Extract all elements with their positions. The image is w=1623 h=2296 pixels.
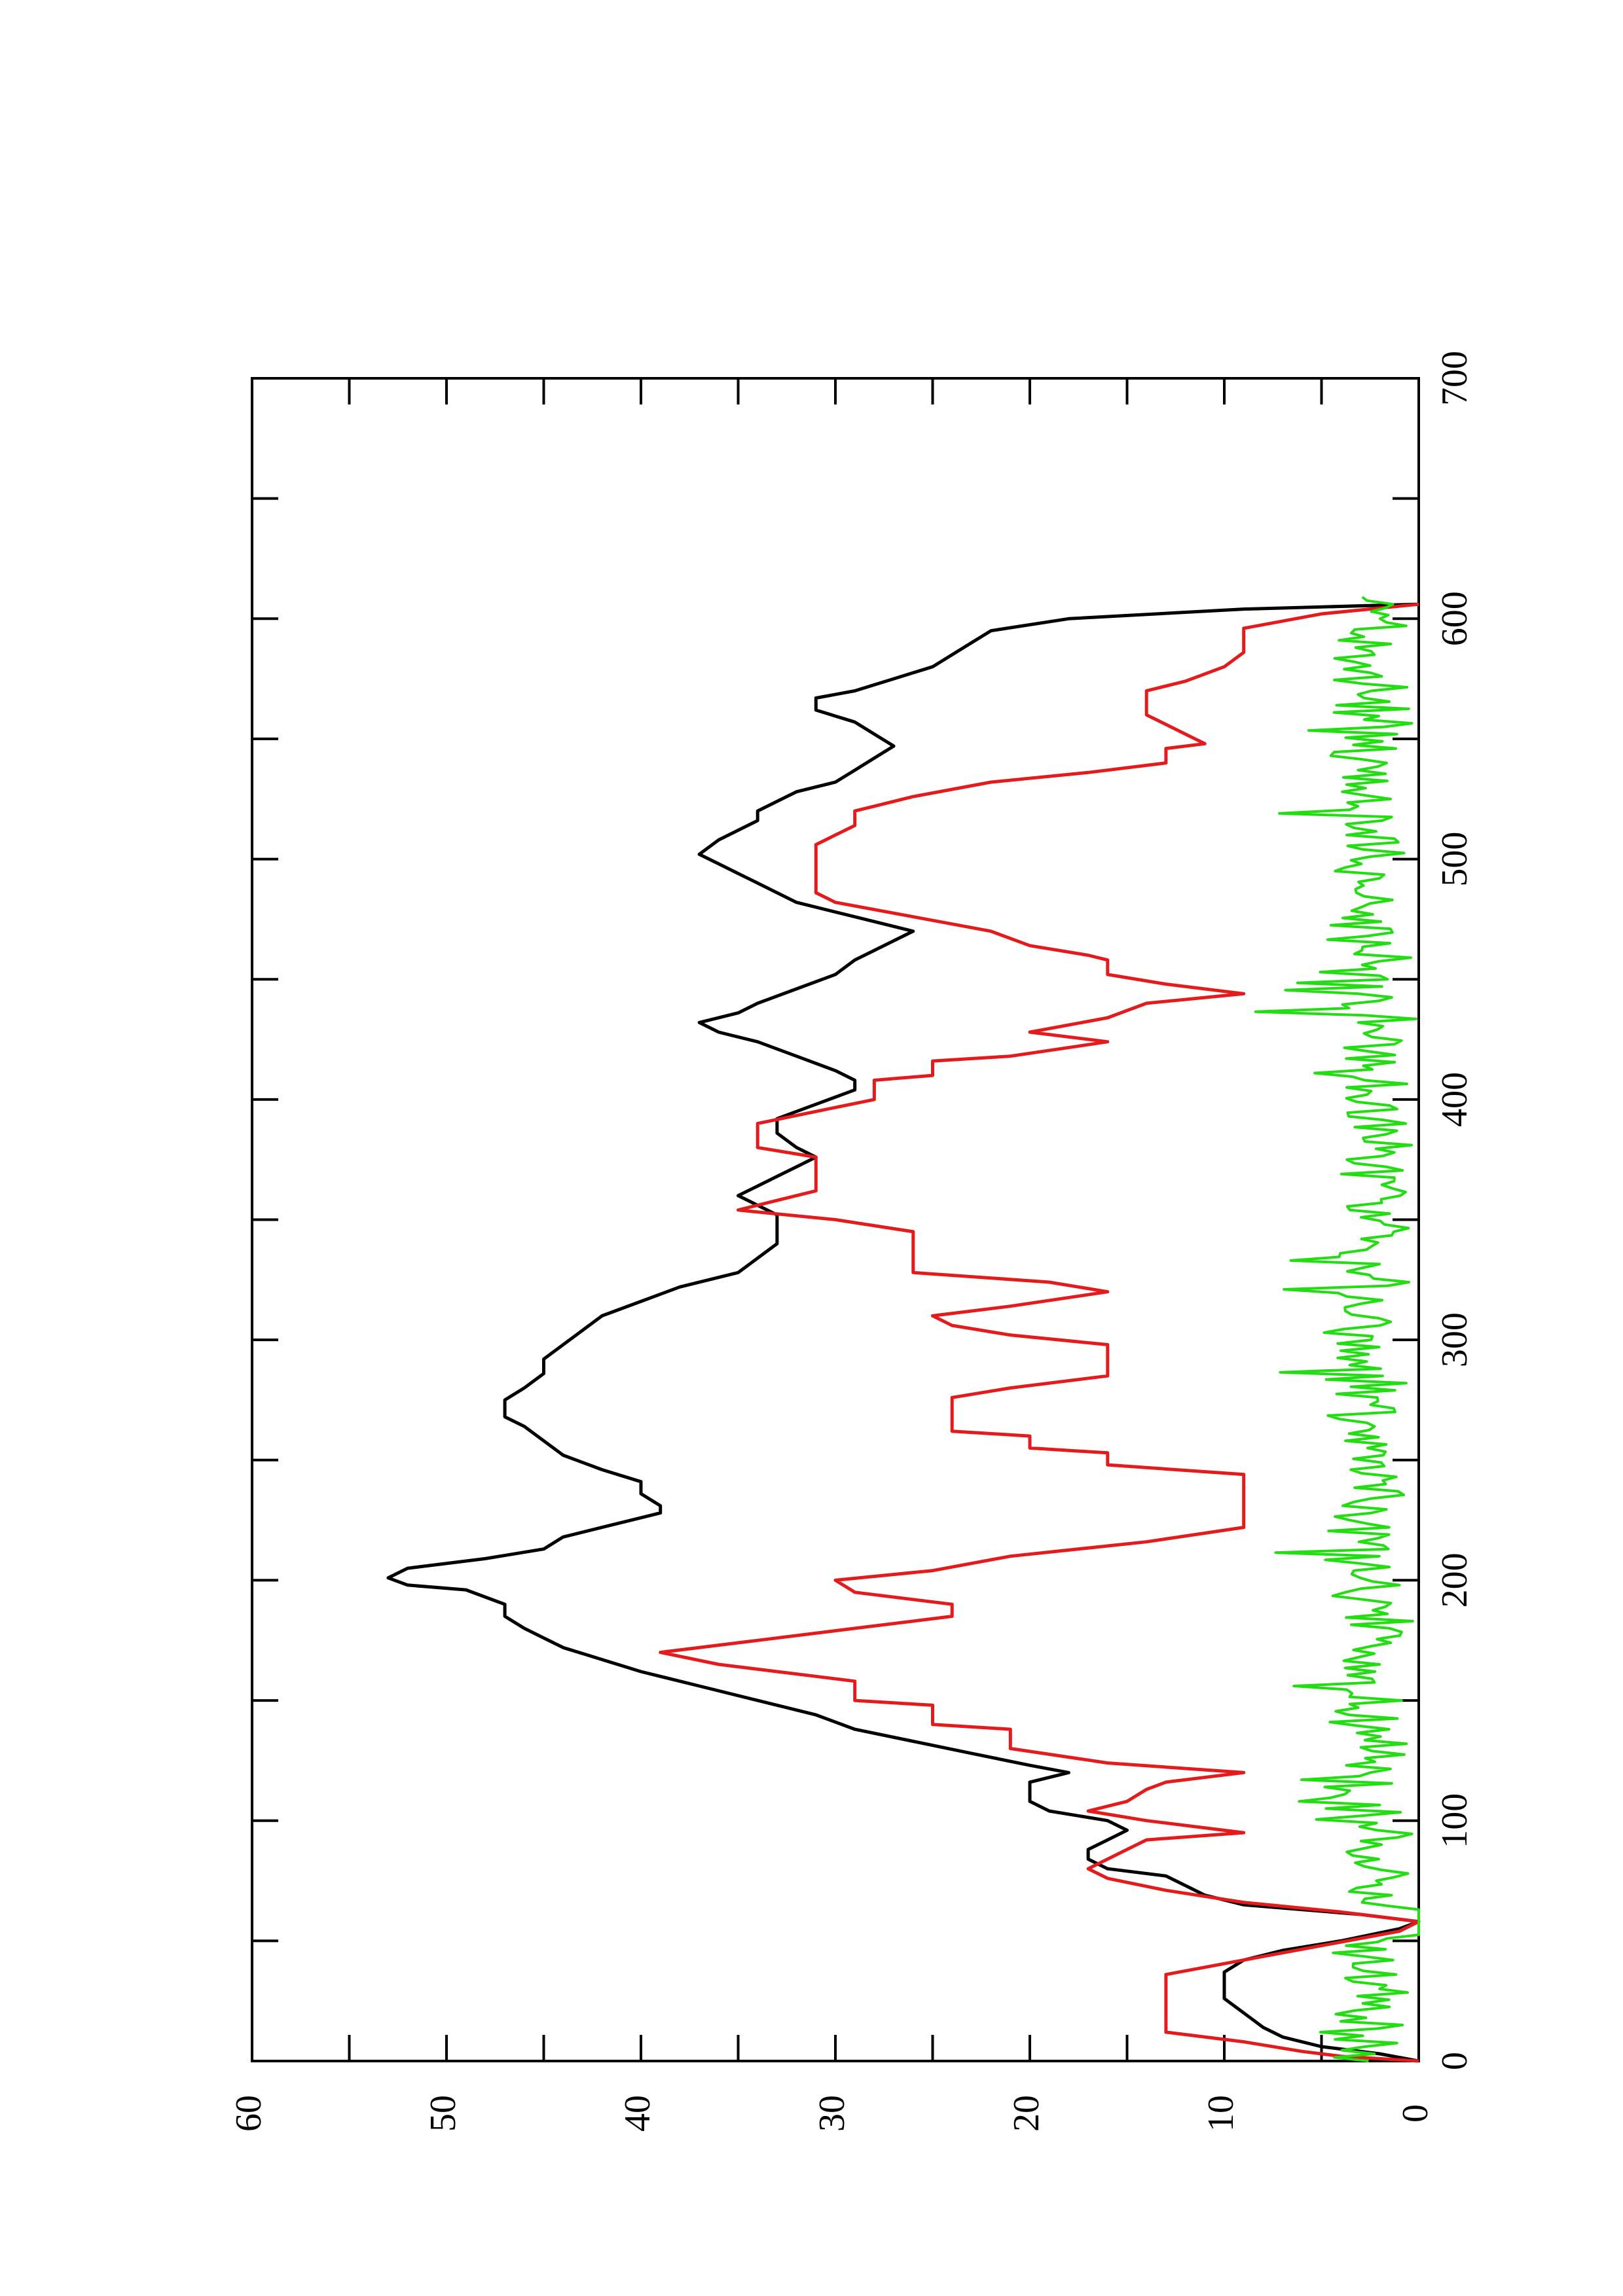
series-group: [386, 596, 1421, 2063]
y-tick-label: 0: [1395, 2104, 1436, 2123]
x-tick-label: 400: [1434, 1072, 1475, 1127]
x-tick-label: 300: [1434, 1312, 1475, 1367]
x-tick-label: 700: [1434, 351, 1475, 406]
tick-labels: 0 100 200 300 400 500 600 700 0 10 20 30 40 50 60: [228, 351, 1475, 2132]
y-tick-label: 50: [423, 2095, 464, 2132]
y-tick-label: 30: [812, 2095, 852, 2132]
x-tick-label: 600: [1434, 591, 1475, 646]
y-tick-label: 20: [1006, 2095, 1047, 2132]
y-tick-label: 40: [617, 2095, 658, 2132]
x-tick-label: 500: [1434, 832, 1475, 887]
tick-marks: [251, 377, 1420, 2062]
y-tick-label: 10: [1201, 2095, 1241, 2132]
y-tick-label: 60: [228, 2095, 269, 2132]
x-tick-label: 100: [1434, 1793, 1475, 1848]
x-tick-label: 0: [1434, 2052, 1475, 2070]
series-line-1: [659, 602, 1421, 2063]
x-tick-label: 200: [1434, 1552, 1475, 1607]
series-line-0: [386, 602, 1421, 2063]
series-line-2: [1254, 596, 1420, 2062]
